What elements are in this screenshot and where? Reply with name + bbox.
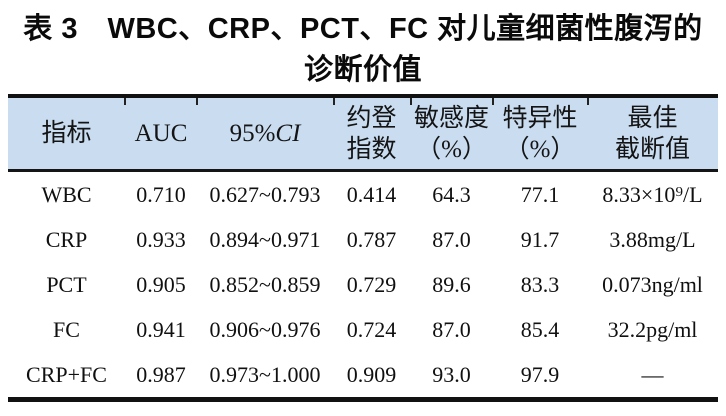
header-auc: AUC [125, 98, 197, 169]
table-top-rule [8, 94, 718, 98]
cell-cutoff: 3.88mg/L [609, 226, 696, 252]
cell-95ci: 0.627~0.793 [209, 181, 321, 207]
table-row-pct: PCT 0.905 0.852~0.859 0.729 89.6 83.3 0.… [8, 262, 718, 307]
header-sensitivity-line1: 敏感度 [413, 104, 489, 132]
cell-specificity: 85.4 [520, 316, 560, 342]
cell-sensitivity: 93.0 [432, 361, 471, 387]
cell-sensitivity: 89.6 [432, 271, 471, 297]
table-row-crp: CRP 0.933 0.894~0.971 0.787 87.0 91.7 3.… [8, 217, 718, 262]
header-95ci-italic: CI [275, 120, 301, 147]
header-youden-index: 约登 指数 [333, 98, 410, 169]
cell-auc: 0.941 [136, 316, 186, 342]
table-row-crp-fc: CRP+FC 0.987 0.973~1.000 0.909 93.0 97.9… [8, 352, 718, 397]
cell-95ci: 0.852~0.859 [209, 271, 321, 297]
cell-specificity: 77.1 [520, 181, 560, 207]
column-tick [410, 98, 412, 105]
cell-indicator: PCT [46, 271, 87, 297]
cell-youden: 0.414 [346, 181, 397, 207]
column-tick [124, 98, 126, 105]
column-tick [587, 98, 589, 105]
header-optimal-cutoff: 最佳 截断值 [587, 98, 718, 169]
table-title-line1: 表 3 WBC、CRP、PCT、FC 对儿童细菌性腹泻的 [23, 13, 703, 45]
cell-auc: 0.710 [136, 181, 186, 207]
header-sensitivity: 敏感度 （%） [410, 98, 493, 169]
cell-cutoff: 32.2pg/ml [607, 316, 698, 342]
column-tick [333, 98, 335, 105]
cell-specificity: 97.9 [520, 361, 560, 387]
cell-youden: 0.787 [346, 226, 397, 252]
cell-auc: 0.905 [136, 271, 186, 297]
column-tick [196, 98, 198, 105]
cell-youden: 0.729 [346, 271, 397, 297]
cell-specificity: 83.3 [520, 271, 560, 297]
header-auc-label: AUC [134, 120, 188, 147]
header-youden-line1: 约登 [346, 104, 397, 132]
header-95ci-prefix: 95% [229, 120, 276, 147]
header-cutoff-line2: 截断值 [614, 135, 690, 163]
table-row-wbc: WBC 0.710 0.627~0.793 0.414 64.3 77.1 8.… [8, 172, 718, 217]
table-title: 表 3 WBC、CRP、PCT、FC 对儿童细菌性腹泻的 诊断价值 [0, 10, 726, 89]
header-indicator: 指标 [8, 98, 125, 169]
header-specificity-line1: 特异性 [502, 104, 578, 132]
cell-indicator: FC [53, 316, 80, 342]
cell-auc: 0.933 [136, 226, 186, 252]
cell-indicator: CRP [45, 226, 88, 252]
header-specificity-line2: （%） [504, 135, 576, 163]
header-cutoff-line1: 最佳 [627, 104, 678, 132]
header-youden-line2: 指数 [346, 135, 397, 163]
cell-specificity: 91.7 [520, 226, 560, 252]
cell-indicator: CRP+FC [26, 361, 107, 387]
header-specificity: 特异性 （%） [493, 98, 587, 169]
cell-95ci: 0.894~0.971 [209, 226, 321, 252]
header-95ci: 95% CI [197, 98, 333, 169]
table-header-row: 指标 AUC 95% CI 约登 指数 敏感度 （%） 特异性 （%） 最佳 [8, 98, 718, 169]
cell-sensitivity: 64.3 [432, 181, 471, 207]
table-row-fc: FC 0.941 0.906~0.976 0.724 87.0 85.4 32.… [8, 307, 718, 352]
cell-95ci: 0.906~0.976 [209, 316, 321, 342]
cell-youden: 0.724 [346, 316, 397, 342]
cell-sensitivity: 87.0 [432, 226, 471, 252]
cell-cutoff: 0.073ng/ml [602, 271, 703, 297]
column-tick [492, 98, 494, 105]
table-title-line2: 诊断价值 [303, 54, 422, 86]
cell-indicator: WBC [41, 181, 92, 207]
cell-cutoff: — [641, 361, 664, 387]
header-sensitivity-line2: （%） [416, 135, 487, 163]
header-indicator-label: 指标 [41, 120, 92, 147]
cell-95ci: 0.973~1.000 [209, 361, 321, 387]
cell-cutoff: 8.33×10⁹/L [602, 181, 703, 207]
cell-sensitivity: 87.0 [432, 316, 471, 342]
diagnostic-value-table: 指标 AUC 95% CI 约登 指数 敏感度 （%） 特异性 （%） 最佳 [8, 94, 718, 402]
table-bottom-rule [8, 397, 718, 402]
table-header-rule [8, 169, 718, 172]
cell-auc: 0.987 [136, 361, 186, 387]
cell-youden: 0.909 [346, 361, 397, 387]
